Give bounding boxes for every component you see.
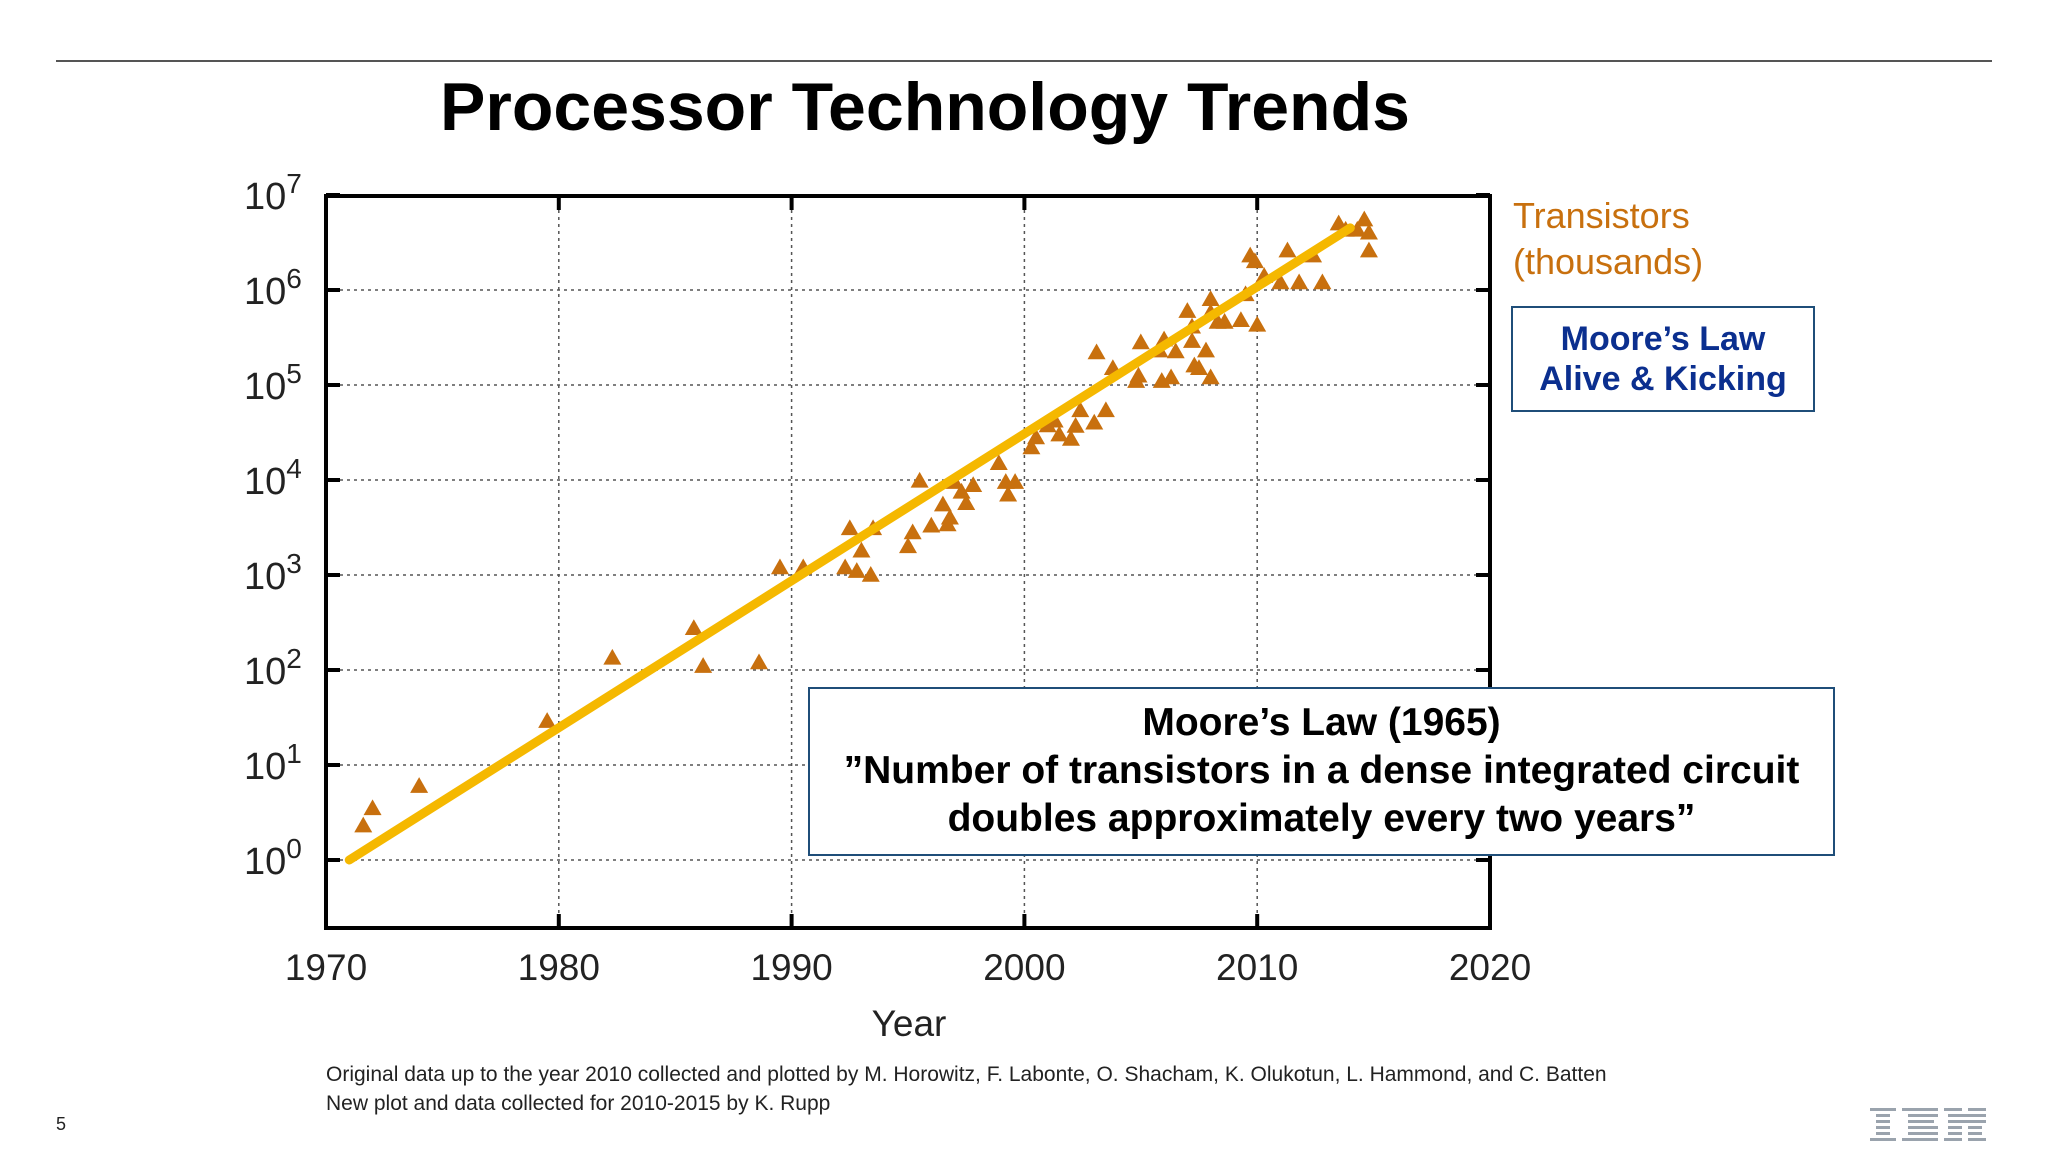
data-point <box>1162 368 1181 385</box>
data-point <box>1359 241 1378 258</box>
y-tick-label: 102 <box>244 643 302 693</box>
top-rule <box>56 60 1992 62</box>
data-point <box>1027 428 1046 445</box>
data-point <box>1129 366 1148 383</box>
data-point <box>1348 220 1367 237</box>
plot-frame <box>324 194 1492 930</box>
data-point <box>1166 342 1185 359</box>
ticks-layer: 100 101 102 103 104 105 106 107 1970 1980 1990 2000… <box>244 168 1531 988</box>
data-point <box>1178 302 1197 318</box>
data-point <box>999 485 1018 502</box>
y-tick-label: 104 <box>244 453 302 503</box>
x-tick-label: 2000 <box>983 947 1065 988</box>
credits-line1: Original data up to the year 2010 collec… <box>326 1063 1607 1086</box>
data-point <box>1085 413 1104 430</box>
data-point <box>840 519 859 536</box>
data-point <box>1087 343 1106 360</box>
data-point <box>1278 241 1297 258</box>
credits: Original data up to the year 2010 collec… <box>326 1060 1607 1118</box>
data-point <box>1231 311 1250 328</box>
moore-definition-line1: Moore’s Law (1965) <box>1142 701 1501 744</box>
data-point <box>1313 273 1332 290</box>
data-point <box>1071 401 1090 418</box>
data-point <box>684 619 703 636</box>
data-point <box>1022 438 1041 455</box>
moore-definition-line2: ”Number of transistors in a dense integr… <box>843 749 1800 792</box>
data-point <box>836 558 855 575</box>
trend-line <box>344 223 1355 865</box>
x-axis-label: Year <box>872 1003 947 1044</box>
y-tick-label: 103 <box>244 548 302 598</box>
data-point <box>1245 252 1264 269</box>
data-point <box>1355 210 1374 227</box>
data-point <box>1131 333 1150 350</box>
data-point <box>852 541 871 558</box>
data-point <box>1201 368 1220 385</box>
data-point <box>1066 417 1085 433</box>
data-point <box>1359 223 1378 240</box>
data-point <box>847 562 866 578</box>
x-tick-label: 1990 <box>750 947 832 988</box>
data-point <box>1050 425 1069 442</box>
data-point <box>603 648 622 665</box>
data-point <box>922 516 941 533</box>
data-point <box>770 558 789 575</box>
data-point <box>1096 401 1115 418</box>
data-point <box>1248 315 1267 332</box>
data-point <box>694 657 713 673</box>
series-label-line2: (thousands) <box>1513 241 1703 282</box>
y-tick-label: 101 <box>244 738 302 788</box>
moore-definition-line3: doubles approximately every two years” <box>947 797 1696 840</box>
x-tick-label: 2020 <box>1449 947 1531 988</box>
ibm-logo <box>1870 1108 1986 1141</box>
data-point <box>363 799 382 816</box>
data-point <box>989 454 1008 471</box>
data-point <box>910 471 929 488</box>
moore-status-line1: Moore’s Law <box>1560 320 1766 358</box>
x-tick-label: 2010 <box>1216 947 1298 988</box>
data-point <box>1271 273 1290 290</box>
slide-title: Processor Technology Trends <box>440 69 1410 145</box>
data-point <box>933 495 952 512</box>
data-point <box>1215 313 1234 329</box>
y-tick-label: 105 <box>244 358 302 408</box>
data-point <box>861 566 880 582</box>
data-point <box>1196 341 1215 358</box>
data-point <box>1290 273 1309 290</box>
moore-status-callout: Moore’s Law Alive & Kicking <box>1511 306 1815 412</box>
y-tick-label: 107 <box>244 168 302 218</box>
x-tick-label: 1970 <box>285 947 367 988</box>
data-point <box>964 476 983 493</box>
page-number: 5 <box>56 1114 67 1134</box>
data-point <box>1183 332 1202 348</box>
data-point <box>1006 473 1025 489</box>
y-tick-label: 100 <box>244 833 302 883</box>
data-point <box>903 523 922 540</box>
credits-line2: New plot and data collected for 2010-201… <box>326 1092 831 1115</box>
data-point <box>410 777 429 793</box>
data-point <box>354 816 373 833</box>
x-tick-label: 1980 <box>518 947 600 988</box>
data-point <box>957 494 976 510</box>
data-point <box>1201 290 1220 306</box>
data-point <box>938 515 957 532</box>
marks-layer <box>344 210 1378 865</box>
data-point <box>538 712 557 728</box>
data-point <box>1190 359 1208 376</box>
data-point <box>899 537 917 554</box>
data-point <box>750 653 769 670</box>
moore-status-line2: Alive & Kicking <box>1539 360 1787 398</box>
moore-definition-callout: Moore’s Law (1965) ”Number of transistor… <box>808 687 1835 856</box>
data-point <box>1061 430 1080 446</box>
series-label-line1: Transistors <box>1513 195 1690 236</box>
y-tick-label: 106 <box>244 263 302 313</box>
